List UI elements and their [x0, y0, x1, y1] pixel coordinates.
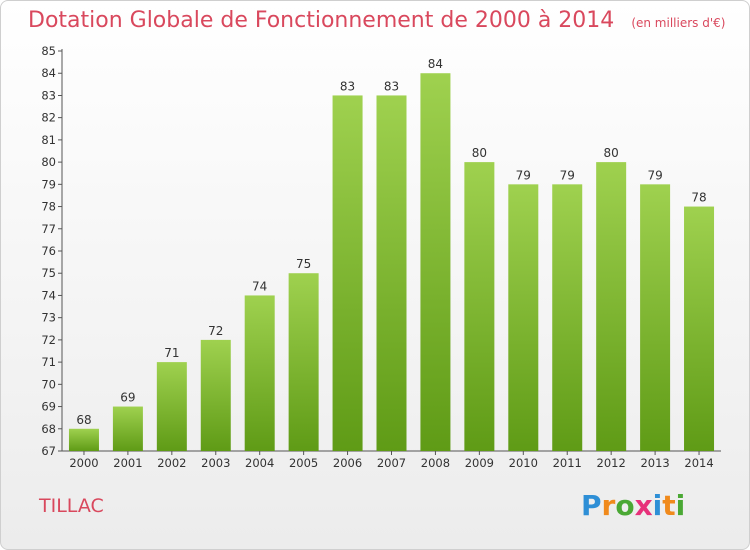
bar [332, 95, 363, 451]
x-tick-label: 2009 [465, 456, 494, 470]
bar-value-label: 79 [560, 168, 575, 182]
y-tick-label: 79 [41, 177, 56, 191]
x-tick-label: 2013 [640, 456, 669, 470]
x-tick-label: 2012 [597, 456, 626, 470]
y-tick-label: 68 [41, 422, 56, 436]
y-tick-label: 84 [41, 66, 56, 80]
y-tick-label: 73 [41, 311, 56, 325]
y-tick-label: 75 [41, 266, 56, 280]
bar-value-label: 74 [252, 279, 267, 293]
bar [68, 428, 99, 451]
bar [156, 362, 187, 451]
x-tick-label: 2001 [113, 456, 142, 470]
y-tick-label: 83 [41, 88, 56, 102]
chart-bars [68, 73, 715, 452]
y-tick-label: 81 [41, 133, 56, 147]
y-tick-label: 69 [41, 400, 56, 414]
logo-letter: i [675, 489, 686, 522]
x-tick-label: 2006 [333, 456, 362, 470]
bar [684, 206, 715, 451]
bar-value-label: 68 [76, 413, 91, 427]
bar-value-label: 83 [340, 79, 355, 93]
logo-letter: r [601, 489, 616, 522]
chart-title-text: Dotation Globale de Fonctionnement de 20… [28, 8, 615, 33]
bar [200, 339, 231, 451]
x-tick-label: 2008 [421, 456, 450, 470]
y-tick-label: 80 [41, 155, 56, 169]
place-name: TILLAC [39, 495, 104, 517]
x-tick-label: 2003 [201, 456, 230, 470]
x-tick-label: 2011 [553, 456, 582, 470]
x-tick-label: 2000 [69, 456, 98, 470]
x-tick-label: 2010 [509, 456, 538, 470]
logo-letter: x [634, 489, 653, 522]
y-tick-label: 70 [41, 377, 56, 391]
logo-letter: i [652, 489, 663, 522]
bar-value-label: 79 [516, 168, 531, 182]
bar [464, 162, 495, 451]
chart-title: Dotation Globale de Fonctionnement de 20… [28, 8, 725, 33]
bar [288, 273, 319, 451]
bar-value-label: 79 [647, 168, 662, 182]
y-tick-label: 74 [41, 288, 56, 302]
logo-letter: o [615, 489, 635, 522]
bar-value-label: 80 [472, 146, 487, 160]
bar-value-label: 80 [604, 146, 619, 160]
y-tick-label: 76 [41, 244, 56, 258]
y-tick-label: 77 [41, 222, 56, 236]
chart-axes: 67 68 69 70 71 72 73 74 75 76 77 78 79 80 81 82 83 84 85 20… [41, 44, 721, 470]
x-tick-label: 2007 [377, 456, 406, 470]
bar-value-label: 69 [120, 391, 135, 405]
bar [420, 73, 451, 451]
bar-value-label: 84 [428, 57, 443, 71]
bar [376, 95, 407, 451]
logo-letter: t [662, 489, 676, 522]
y-tick-label: 78 [41, 200, 56, 214]
bar-value-label: 72 [208, 324, 223, 338]
bar [508, 184, 539, 452]
chart-data-labels: 68 69 71 72 74 75 83 83 84 80 79 79 80 79 78 [76, 57, 706, 427]
bar [552, 184, 583, 452]
y-tick-label: 67 [41, 444, 56, 458]
logo-letter: P [581, 489, 602, 522]
y-tick-label: 71 [41, 355, 56, 369]
proxiti-logo: Proxiti [581, 489, 685, 522]
x-tick-label: 2005 [289, 456, 318, 470]
bar [596, 162, 627, 451]
chart-unit: (en milliers d'€) [631, 16, 726, 30]
x-tick-label: 2002 [157, 456, 186, 470]
bar-value-label: 75 [296, 257, 311, 271]
y-tick-label: 72 [41, 333, 56, 347]
bar [640, 184, 671, 452]
x-tick-label: 2004 [245, 456, 274, 470]
bar-value-label: 83 [384, 79, 399, 93]
bar-value-label: 78 [691, 191, 706, 205]
bar [112, 406, 143, 451]
x-tick-label: 2014 [684, 456, 713, 470]
bar [244, 295, 275, 451]
y-tick-label: 82 [41, 111, 56, 125]
y-tick-label: 85 [41, 44, 56, 58]
bar-value-label: 71 [164, 346, 179, 360]
